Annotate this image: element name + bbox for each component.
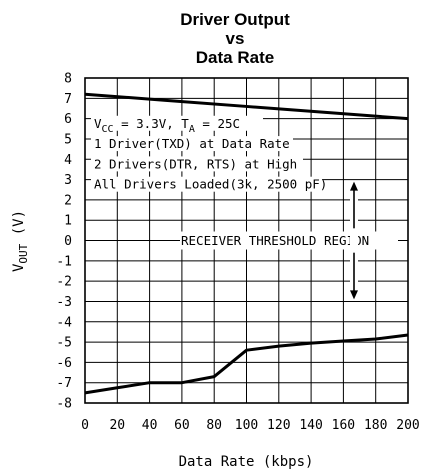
y-tick-label-2: 6 <box>64 112 72 127</box>
region-arrow-up-head <box>350 181 358 191</box>
y-tick-label-11: -3 <box>56 295 72 310</box>
x-tick-label-5: 100 <box>235 418 258 433</box>
plot-frame <box>84 77 409 404</box>
chart-ticks: 0 20 40 60 80 100 120 140 160 180 200 8 7 6 5 4 3 2 1 0 -1 -2… <box>56 72 419 434</box>
y-tick-label-3: 5 <box>64 132 72 147</box>
y-tick-label-1: 7 <box>64 92 72 107</box>
y-tick-label-6: 2 <box>64 193 72 208</box>
annotation-bg-2 <box>91 156 303 172</box>
x-tick-label-4: 80 <box>206 418 222 433</box>
y-tick-label-4: 4 <box>64 153 72 168</box>
y-axis-label-unit <box>11 235 27 243</box>
annotation-line-0: 1 Driver(TXD) at Data Rate <box>94 136 290 151</box>
y-tick-label-9: -1 <box>56 254 72 269</box>
y-tick-label-14: -6 <box>56 356 72 371</box>
annotation-bg-3 <box>91 176 323 192</box>
y-tick-label-15: -7 <box>56 376 72 391</box>
y-tick-label-10: -2 <box>56 275 72 290</box>
x-tick-label-10: 200 <box>396 418 419 433</box>
chart-title-line-2: vs <box>226 29 245 48</box>
y-tick-label-5: 3 <box>64 173 72 188</box>
annotation-conditions-part-4: = 25C <box>195 116 240 131</box>
annotation-conditions-part-2: = 3.3V, T <box>114 116 190 131</box>
y-tick-label-7: 1 <box>64 214 72 229</box>
annotation-conditions: VCC = 3.3V, TA = 25C <box>94 116 240 135</box>
y-axis-label-sub: OUT <box>17 243 30 263</box>
y-axis-label: VOUT (V) <box>11 210 30 272</box>
annotation-bg-1 <box>91 136 293 152</box>
x-tick-label-6: 120 <box>267 418 290 433</box>
annotation-conditions-part-0: V <box>94 116 102 131</box>
chart-title-line-1: Driver Output <box>180 10 290 29</box>
x-tick-label-7: 140 <box>299 418 322 433</box>
region-arrow-down-head <box>350 290 358 300</box>
annotation-line-1: 2 Drivers(DTR, RTS) at High <box>94 156 297 171</box>
annotation-conditions-part-3: A <box>189 124 195 135</box>
x-axis-label: Data Rate (kbps) <box>179 454 314 470</box>
x-tick-label-3: 60 <box>174 418 190 433</box>
region-arrow-bg <box>350 187 358 294</box>
y-tick-label-0: 8 <box>64 72 72 87</box>
region-label: RECEIVER THRESHOLD REGION <box>181 233 369 248</box>
annotation-bg-0 <box>91 115 263 131</box>
y-tick-label-13: -5 <box>56 336 72 351</box>
x-tick-label-9: 180 <box>364 418 387 433</box>
region-label-bg <box>178 231 406 250</box>
annotation-conditions-part-1: CC <box>102 124 114 135</box>
y-axis-label-unit-text: (V) <box>11 210 27 235</box>
y-tick-label-8: 0 <box>64 234 72 249</box>
y-tick-label-16: -8 <box>56 397 72 412</box>
y-tick-label-12: -4 <box>56 315 72 330</box>
x-tick-label-2: 40 <box>142 418 158 433</box>
x-tick-label-1: 20 <box>109 418 125 433</box>
x-tick-label-8: 160 <box>332 418 355 433</box>
y-axis-label-main: V <box>11 263 27 272</box>
chart-title-line-3: Data Rate <box>196 48 274 67</box>
x-tick-label-0: 0 <box>81 418 89 433</box>
annotation-line-2: All Drivers Loaded(3k, 2500 pF) <box>94 177 327 192</box>
